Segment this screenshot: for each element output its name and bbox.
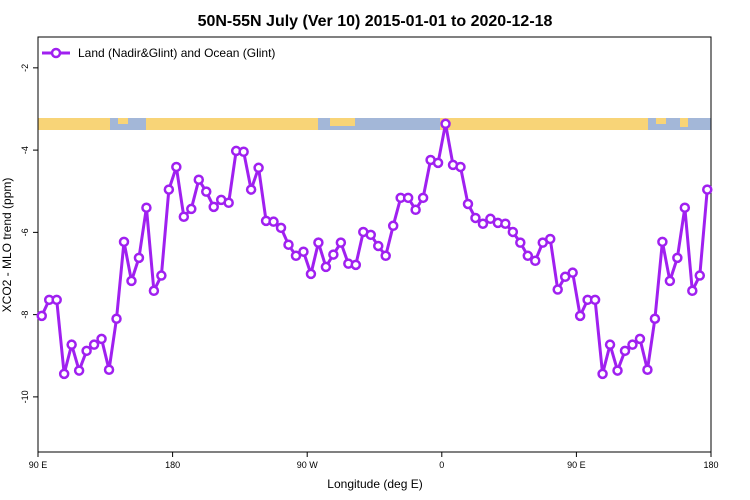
y-tick-label: -10: [20, 390, 30, 403]
data-point: [380, 250, 391, 262]
data-point: [201, 186, 212, 197]
x-axis-label: Longitude (deg E): [327, 477, 422, 491]
y-tick-label: -2: [20, 64, 30, 72]
data-point: [238, 146, 249, 158]
data-point: [133, 252, 145, 264]
data-point: [440, 118, 451, 130]
y-tick-label: -6: [20, 228, 30, 236]
data-point: [156, 270, 167, 281]
data-point: [597, 368, 608, 380]
data-point: [290, 250, 302, 262]
land-ocean-strip: [38, 118, 711, 130]
data-point: [567, 267, 578, 278]
data-point: [522, 250, 534, 262]
x-tick-label: 180: [703, 460, 718, 470]
data-point: [298, 246, 309, 257]
y-axis-label: XCO2 - MLO trend (ppm): [0, 178, 14, 313]
data-point: [320, 261, 332, 273]
data-point: [702, 184, 713, 195]
data-point: [36, 310, 47, 322]
data-point: [485, 213, 496, 225]
data-point: [313, 237, 324, 248]
data-point: [275, 222, 287, 234]
series-line: [40, 123, 709, 376]
data-point: [268, 216, 279, 227]
data-point: [410, 204, 421, 215]
x-tick-label: 90 W: [297, 460, 319, 470]
y-tick-label: -4: [20, 146, 30, 154]
data-point: [305, 268, 317, 280]
data-point: [148, 285, 160, 297]
data-point: [694, 270, 706, 281]
data-point: [118, 236, 130, 248]
data-point: [559, 271, 571, 283]
data-point: [530, 255, 541, 266]
data-point: [178, 211, 190, 222]
data-point: [103, 364, 115, 375]
data-point: [507, 226, 519, 238]
data-point: [141, 202, 152, 213]
data-point: [111, 313, 122, 324]
data-point: [73, 365, 85, 376]
data-point: [544, 233, 556, 245]
data-point: [372, 240, 384, 252]
x-tick-label: 90 E: [567, 460, 586, 470]
data-point: [649, 313, 661, 324]
data-point: [642, 364, 653, 375]
data-point: [619, 345, 631, 357]
data-point: [462, 198, 474, 210]
data-point: [672, 252, 683, 264]
data-point: [679, 202, 691, 213]
data-point: [432, 157, 444, 169]
data-point: [634, 333, 646, 345]
plot-frame: [37, 36, 712, 453]
data-point: [81, 345, 92, 357]
data-point: [612, 365, 623, 376]
data-point: [253, 162, 264, 174]
data-point: [186, 203, 197, 215]
data-point: [574, 310, 586, 322]
y-tick-label: -8: [20, 311, 30, 319]
data-point: [193, 174, 205, 185]
data-point: [88, 339, 100, 350]
x-tick-label: 0: [439, 460, 444, 470]
data-point: [245, 184, 257, 195]
legend-label: Land (Nadir&Glint) and Ocean (Glint): [78, 46, 275, 60]
data-point: [335, 237, 347, 248]
data-point: [66, 339, 77, 350]
data-point: [664, 275, 676, 287]
data-point: [470, 212, 481, 224]
data-point: [387, 220, 399, 232]
data-point: [223, 197, 234, 209]
data-point: [58, 368, 70, 380]
data-point: [500, 218, 511, 229]
x-tick-label: 90 E: [29, 460, 48, 470]
chart-title: 50N-55N July (Ver 10) 2015-01-01 to 2020…: [198, 13, 553, 30]
data-point: [365, 229, 377, 241]
data-point: [687, 285, 698, 297]
data-point: [163, 184, 175, 195]
legend-marker: [50, 47, 62, 59]
data-point: [126, 275, 137, 287]
data-point: [171, 161, 182, 173]
data-point: [96, 333, 107, 345]
data-point: [627, 339, 638, 350]
data-point: [417, 192, 429, 204]
data-point: [552, 284, 563, 295]
data-point: [455, 161, 466, 173]
data-point: [350, 259, 362, 271]
data-point: [283, 239, 294, 250]
data-point: [402, 192, 414, 204]
data-point: [604, 339, 616, 350]
data-point: [328, 249, 339, 260]
data-point: [208, 201, 219, 213]
data-point: [515, 237, 526, 248]
data-point: [477, 218, 489, 229]
data-point: [51, 294, 62, 306]
x-tick-label: 180: [165, 460, 180, 470]
data-point: [589, 294, 601, 306]
data-point: [657, 236, 668, 248]
